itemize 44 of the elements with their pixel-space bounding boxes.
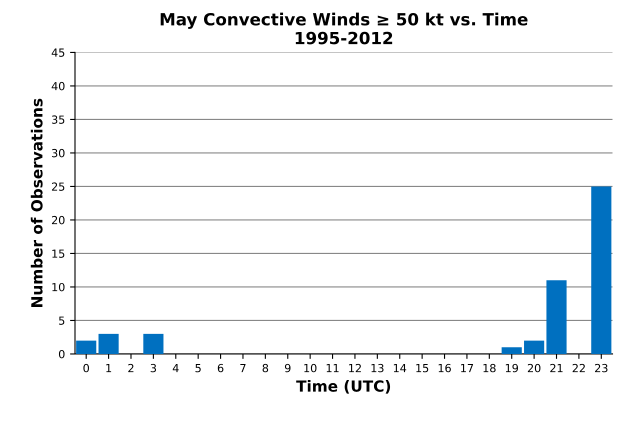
y-tick-label: 25 <box>52 182 64 191</box>
x-tick-label: 7 <box>240 364 246 372</box>
x-tick-label: 2 <box>128 364 134 372</box>
x-tick-label: 19 <box>506 364 518 372</box>
x-tick-label: 14 <box>394 364 406 372</box>
x-tick-label: 23 <box>595 364 608 372</box>
y-tick-label: 30 <box>52 148 65 158</box>
y-tick-label: 35 <box>52 115 64 124</box>
x-tick-label: 6 <box>218 364 224 372</box>
y-tick-label: 5 <box>59 316 64 325</box>
bar <box>143 334 164 354</box>
x-tick-label: 22 <box>572 364 585 372</box>
x-tick-label: 18 <box>483 364 496 372</box>
x-tick-label: 12 <box>349 364 361 372</box>
x-tick-label: 16 <box>438 364 451 372</box>
y-tick-label: 0 <box>58 350 65 358</box>
y-tick-label: 15 <box>52 250 64 258</box>
bar <box>76 340 96 354</box>
bar <box>502 347 522 354</box>
y-tick-label: 10 <box>52 282 65 292</box>
x-tick-label: 4 <box>172 364 179 372</box>
chart-title: May Convective Winds ≥ 50 kt vs. Time 1995-2012 <box>160 12 528 44</box>
x-axis-title: Time (UTC) <box>296 380 390 394</box>
bar <box>98 334 119 354</box>
bar <box>591 186 612 354</box>
y-tick-label: 40 <box>52 82 65 90</box>
x-tick-label: 15 <box>416 364 428 372</box>
y-axis-title: Number of Observations <box>30 98 43 307</box>
x-tick-label: 0 <box>83 364 89 372</box>
y-tick-label: 20 <box>52 216 65 224</box>
x-tick-label: 11 <box>326 364 339 372</box>
x-tick-label: 13 <box>371 364 384 372</box>
y-tick-label: 45 <box>52 48 64 57</box>
x-tick-label: 17 <box>461 364 474 372</box>
bar <box>546 280 567 354</box>
x-tick-label: 20 <box>528 364 540 372</box>
x-tick-label: 21 <box>550 364 563 372</box>
x-tick-label: 8 <box>262 364 268 372</box>
x-tick-label: 10 <box>304 364 316 372</box>
x-tick-label: 9 <box>284 364 291 372</box>
bar <box>524 340 544 354</box>
x-tick-label: 1 <box>106 364 112 372</box>
x-tick-label: 3 <box>150 364 156 372</box>
x-tick-label: 5 <box>196 364 201 372</box>
